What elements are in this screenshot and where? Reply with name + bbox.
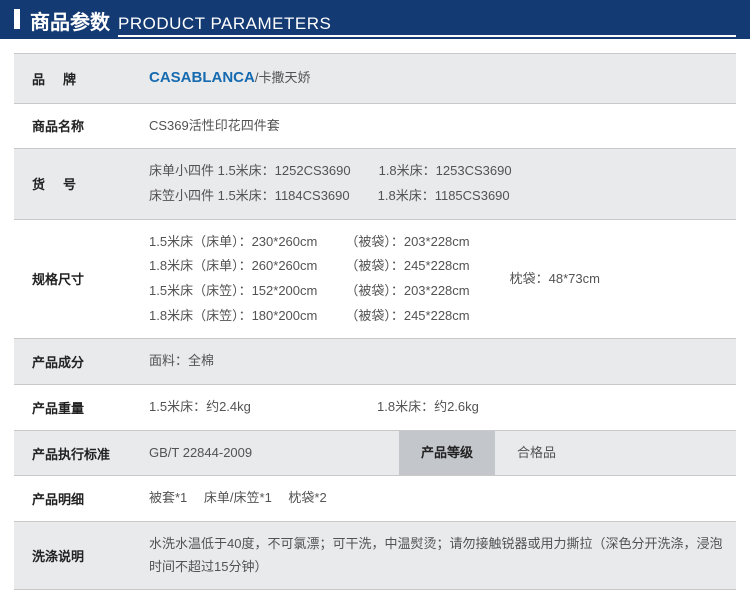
size-r3a: 1.5米床（床笠）：152*200cm: [149, 279, 317, 304]
row-standard: 产品执行标准 GB/T 22844-2009 产品等级 合格品: [14, 430, 736, 476]
sku-line1a: 床单小四件 1.5米床：1252CS3690: [149, 159, 351, 184]
header-title-en: PRODUCT PARAMETERS: [118, 14, 736, 37]
row-weight: 产品重量 1.5米床：约2.4kg 1.8米床：约2.6kg: [14, 385, 736, 431]
sku-line2a: 床笠小四件 1.5米床：1184CS3690: [149, 184, 350, 209]
label-size: 规格尺寸: [14, 219, 139, 339]
section-header: 商品参数 PRODUCT PARAMETERS: [0, 0, 750, 39]
weight-b: 1.8米床：约2.6kg: [377, 395, 479, 420]
value-weight: 1.5米床：约2.4kg 1.8米床：约2.6kg: [139, 385, 736, 431]
label-grade: 产品等级: [399, 431, 495, 476]
value-grade: 合格品: [495, 431, 736, 476]
size-pillow: 枕袋：48*73cm: [510, 267, 600, 292]
size-r2b: （被袋）：245*228cm: [345, 254, 469, 279]
row-wash: 洗涤说明 水洗水温低于40度，不可氯漂；可干洗，中温熨烫；请勿接触锐器或用力撕拉…: [14, 522, 736, 590]
size-r2a: 1.8米床（床单）：260*260cm: [149, 254, 317, 279]
size-r1b: （被袋）：203*228cm: [345, 230, 469, 255]
value-sku: 床单小四件 1.5米床：1252CS3690 1.8米床：1253CS3690 …: [139, 149, 736, 219]
label-name: 商品名称: [14, 103, 139, 149]
label-weight: 产品重量: [14, 385, 139, 431]
row-name: 商品名称 CS369活性印花四件套: [14, 103, 736, 149]
sku-line1b: 1.8米床：1253CS3690: [379, 159, 512, 184]
value-detail: 被套*1 床单/床笠*1 枕袋*2: [139, 476, 736, 522]
value-size: 1.5米床（床单）：230*260cm （被袋）：203*228cm 1.8米床（…: [139, 219, 736, 339]
value-standard: GB/T 22844-2009: [139, 431, 399, 476]
header-title-cn: 商品参数: [30, 6, 110, 35]
value-material: 面料：全棉: [139, 339, 736, 385]
row-sku: 货号 床单小四件 1.5米床：1252CS3690 1.8米床：1253CS36…: [14, 149, 736, 219]
header-marker: [14, 9, 20, 29]
value-name: CS369活性印花四件套: [139, 103, 736, 149]
size-r3b: （被袋）：203*228cm: [345, 279, 469, 304]
row-material: 产品成分 面料：全棉: [14, 339, 736, 385]
value-standard-grade: GB/T 22844-2009 产品等级 合格品: [139, 430, 736, 476]
label-brand: 品牌: [14, 54, 139, 104]
parameters-panel: 品牌 CASABLANCA/卡撒天娇 商品名称 CS369活性印花四件套 货号 …: [0, 39, 750, 604]
size-r4b: （被袋）：245*228cm: [345, 304, 469, 329]
sku-line2b: 1.8米床：1185CS3690: [378, 184, 510, 209]
label-detail: 产品明细: [14, 476, 139, 522]
brand-cn: 卡撒天娇: [258, 70, 310, 85]
label-sku: 货号: [14, 149, 139, 219]
row-detail: 产品明细 被套*1 床单/床笠*1 枕袋*2: [14, 476, 736, 522]
label-wash: 洗涤说明: [14, 522, 139, 590]
size-r1a: 1.5米床（床单）：230*260cm: [149, 230, 317, 255]
row-brand: 品牌 CASABLANCA/卡撒天娇: [14, 54, 736, 104]
value-brand: CASABLANCA/卡撒天娇: [139, 54, 736, 104]
size-r4a: 1.8米床（床笠）：180*200cm: [149, 304, 317, 329]
parameters-table: 品牌 CASABLANCA/卡撒天娇 商品名称 CS369活性印花四件套 货号 …: [14, 53, 736, 590]
label-material: 产品成分: [14, 339, 139, 385]
value-wash: 水洗水温低于40度，不可氯漂；可干洗，中温熨烫；请勿接触锐器或用力撕拉（深色分开…: [139, 522, 736, 590]
weight-a: 1.5米床：约2.4kg: [149, 395, 349, 420]
row-size: 规格尺寸 1.5米床（床单）：230*260cm （被袋）：203*228cm 1…: [14, 219, 736, 339]
brand-en: CASABLANCA: [149, 69, 255, 86]
label-standard: 产品执行标准: [14, 430, 139, 476]
